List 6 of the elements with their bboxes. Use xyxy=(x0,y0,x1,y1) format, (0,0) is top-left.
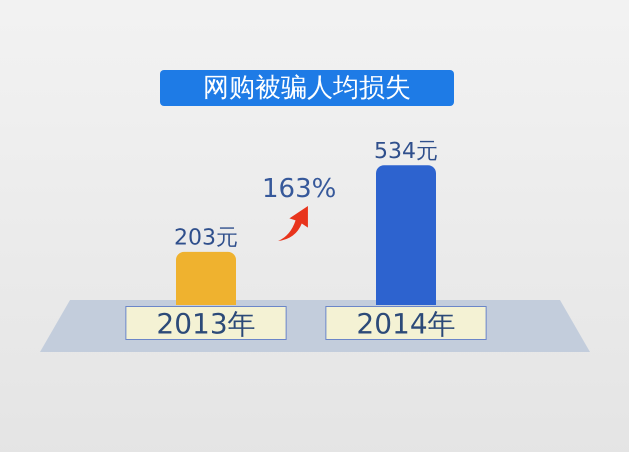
data-label: 203元 xyxy=(174,225,238,250)
annotation: 163% xyxy=(262,174,336,204)
x-tick-label: 2013年 xyxy=(156,308,256,340)
chart-title: 网购被骗人均损失 xyxy=(203,73,411,103)
data-label: 534元 xyxy=(374,138,438,164)
x-tick-label: 2014年 xyxy=(356,308,456,340)
